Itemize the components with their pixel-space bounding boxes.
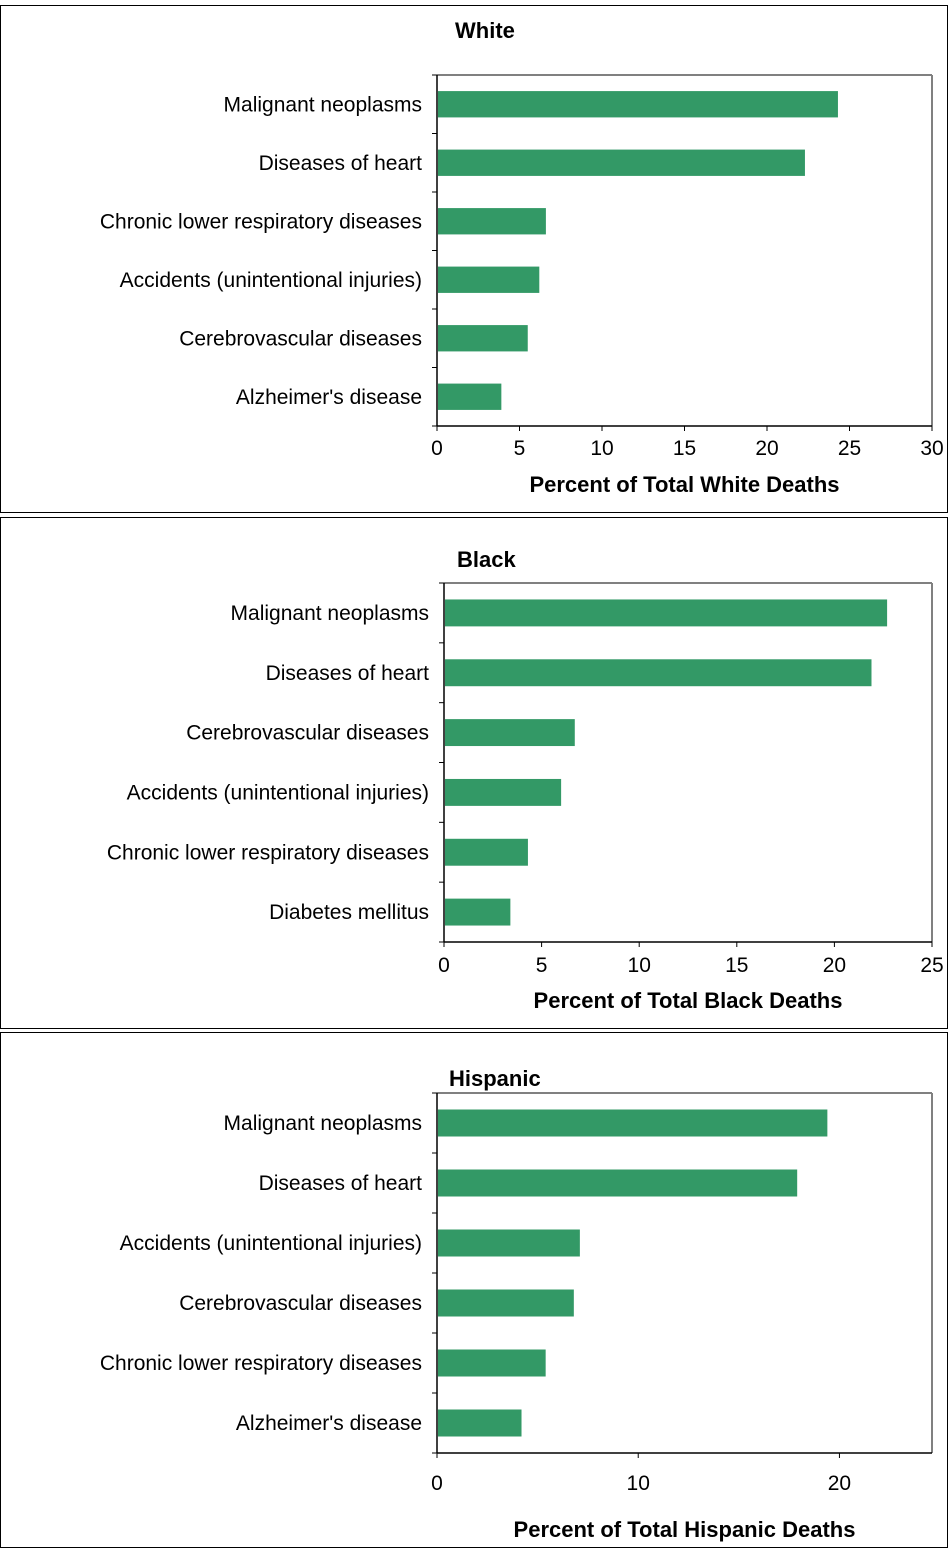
x-tick-label: 25 [920, 954, 943, 977]
x-tick-label: 15 [725, 954, 748, 977]
bar [445, 778, 562, 806]
chart-svg: Malignant neoplasms Diseases of heart Acci… [100, 1092, 933, 1542]
bar [438, 1109, 828, 1137]
category-label: Alzheimer's disease [236, 386, 422, 409]
x-tick-label: 0 [431, 1472, 443, 1495]
category-label: Chronic lower respiratory diseases [100, 210, 422, 233]
x-tick-label: 5 [536, 954, 548, 977]
category-label: Chronic lower respiratory diseases [100, 1352, 422, 1375]
chart-title: White [455, 18, 515, 43]
bar [438, 1169, 798, 1197]
bar [445, 898, 511, 926]
bar [438, 325, 528, 352]
x-tick-label: 10 [628, 954, 651, 977]
x-axis-label: Percent of Total Black Deaths [534, 988, 843, 1013]
chart-title: Black [457, 547, 516, 572]
category-label: Malignant neoplasms [224, 93, 422, 116]
bar [438, 91, 838, 118]
bar [438, 1349, 546, 1377]
x-tick-label: 5 [514, 437, 526, 460]
category-label: Cerebrovascular diseases [179, 327, 422, 350]
category-label: Cerebrovascular diseases [186, 722, 429, 745]
x-tick-label: 15 [673, 437, 696, 460]
x-tick-label: 0 [431, 437, 443, 460]
x-axis-label: Percent of Total White Deaths [529, 472, 839, 497]
category-label: Accidents (unintentional injuries) [120, 1232, 422, 1255]
chart-panel-hispanic: Hispanic Malignant neoplasms Diseases of … [0, 1032, 948, 1548]
bar [438, 208, 546, 235]
chart-title: Hispanic [449, 1066, 541, 1091]
x-axis-label: Percent of Total Hispanic Deaths [514, 1517, 856, 1542]
category-label: Cerebrovascular diseases [179, 1292, 422, 1315]
category-label: Accidents (unintentional injuries) [127, 781, 429, 804]
category-label: Malignant neoplasms [224, 1112, 422, 1135]
bar [445, 838, 528, 866]
chart-panel-black: Black Malignant neoplasms Diseases of hea… [0, 517, 948, 1029]
bar [438, 149, 805, 176]
chart-svg: Malignant neoplasms Diseases of heart Chro… [100, 74, 944, 497]
x-tick-label: 25 [838, 437, 861, 460]
category-label: Diseases of heart [266, 662, 430, 685]
bar [445, 599, 888, 627]
x-tick-label: 10 [590, 437, 613, 460]
bar [438, 266, 540, 293]
category-label: Alzheimer's disease [236, 1412, 422, 1435]
category-label: Accidents (unintentional injuries) [120, 269, 422, 292]
category-label: Diseases of heart [259, 152, 423, 175]
bar [445, 719, 575, 747]
x-tick-label: 20 [755, 437, 778, 460]
category-label: Diseases of heart [259, 1172, 423, 1195]
x-tick-label: 30 [920, 437, 943, 460]
x-tick-label: 20 [828, 1472, 851, 1495]
category-label: Malignant neoplasms [231, 602, 429, 625]
chart-panel-white: White Malignant neoplasms Diseases of hea… [0, 5, 948, 513]
bar [438, 1409, 522, 1437]
category-label: Diabetes mellitus [269, 901, 429, 924]
x-tick-label: 0 [438, 954, 450, 977]
bar [438, 1289, 574, 1317]
bar [438, 383, 502, 410]
bar [438, 1229, 580, 1257]
chart-svg: Malignant neoplasms Diseases of heart Cere… [107, 582, 944, 1013]
x-tick-label: 20 [823, 954, 846, 977]
category-label: Chronic lower respiratory diseases [107, 841, 429, 864]
x-tick-label: 10 [627, 1472, 650, 1495]
bar [445, 659, 872, 687]
